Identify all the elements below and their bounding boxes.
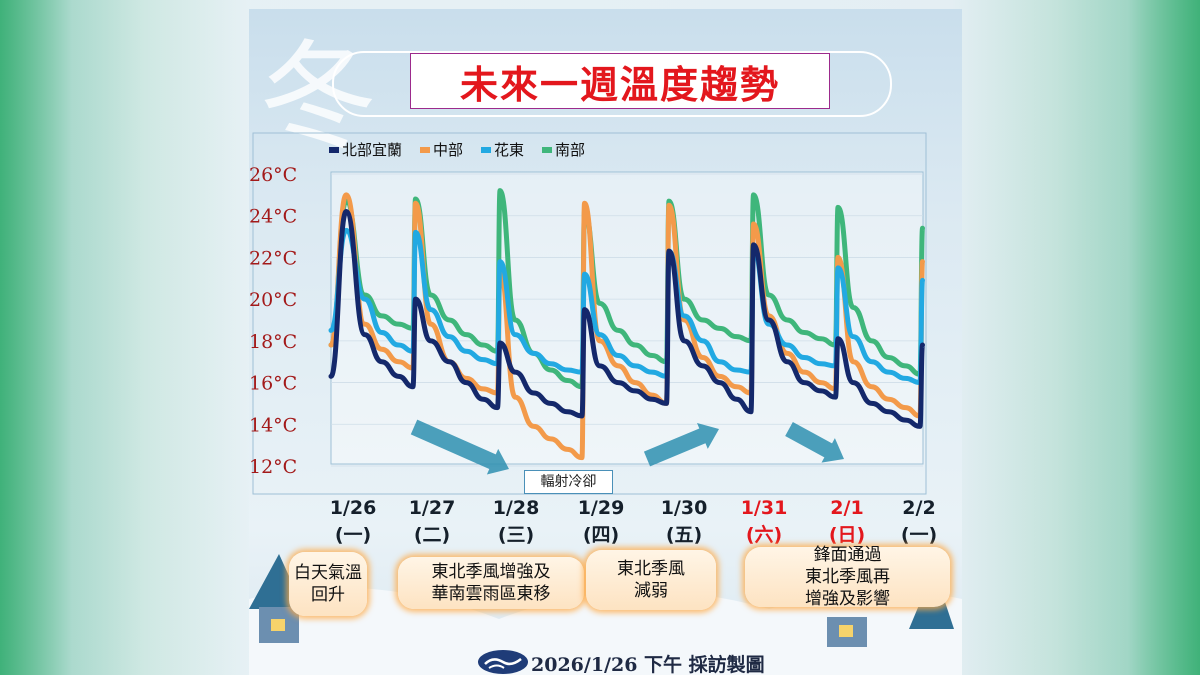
date-text: 1/30 [660,497,708,519]
note-line: 鋒面通過 [813,545,882,565]
date-label: 1/26 (一) [318,495,388,549]
date-label: 1/29 (四) [566,495,636,549]
legend-swatch [481,146,492,153]
weekday-text: (一) [900,524,938,546]
note-line: 白天氣溫 [294,563,362,583]
legend-label: 南部 [555,141,586,159]
note-line: 回升 [311,585,345,605]
title-oval [332,51,892,117]
date-text: 1/27 [408,497,456,519]
legend-swatch [542,146,553,153]
y-tick-label: 20°C [249,289,297,311]
weekday-text: (三) [497,524,535,546]
date-label: 1/30 (五) [649,495,719,549]
date-text: 2/1 [830,497,864,519]
legend-item-south: 南部 [542,139,585,160]
date-label-weekend: 2/1 (日) [812,495,882,549]
trend-arrows [410,419,844,475]
note-line: 東北季風 [617,559,685,579]
note-line: 增強及影響 [805,589,890,609]
trend-arrow-shape [643,422,719,467]
weather-note: 鋒面通過 東北季風再 增強及影響 [745,545,950,609]
trend-arrow-shape [785,421,844,463]
cloud-logo-icon [478,650,528,674]
trend-arrow [785,421,844,463]
snowy-scene-decoration [249,554,962,675]
y-tick-label: 22°C [249,247,297,269]
chart-frame [252,132,927,495]
weekday-text: (五) [665,524,703,546]
weekday-text: (二) [413,524,451,546]
legend-label: 中部 [433,141,464,159]
right-backdrop [952,0,1200,675]
date-text: 1/29 [577,497,625,519]
date-label: 1/27 (二) [397,495,467,549]
house-window [839,625,853,637]
y-tick-label: 26°C [249,164,297,186]
title-box: 未來一週溫度趨勢 [410,53,830,109]
date-label: 2/2 (一) [884,495,954,549]
radiation-cooling-label: 輻射冷卻 [524,470,613,494]
trend-arrow-shape [410,419,509,475]
house-window [271,619,285,631]
y-tick-label: 18°C [249,331,297,353]
footer-credit: 2026/1/26 下午 採訪製圖 [531,654,765,675]
y-tick-label: 14°C [249,414,297,436]
series-line-0 [328,209,925,429]
left-backdrop [0,0,248,675]
legend-item-central: 中部 [420,139,463,160]
date-text: 1/26 [329,497,377,519]
legend-item-north: 北部宜蘭 [329,139,402,160]
legend-label: 北部宜蘭 [342,141,403,159]
weekday-text: (六) [745,524,783,546]
chart-legend: 北部宜蘭 中部 花東 南部 [329,139,585,160]
date-text: 1/28 [492,497,540,519]
y-tick-label: 12°C [249,456,297,478]
weekday-text: (一) [334,524,372,546]
series-lines [328,188,925,461]
weather-note: 東北季風增強及 華南雲雨區東移 [398,557,584,609]
y-tick-label: 24°C [249,206,297,228]
note-line: 華南雲雨區東移 [431,584,551,604]
y-tick-label: 16°C [249,373,297,395]
legend-swatch [329,146,339,153]
trend-arrow [643,422,719,467]
legend-label: 花東 [494,141,525,159]
legend-item-east: 花東 [481,139,524,160]
weather-note: 東北季風 減弱 [586,550,716,610]
y-axis-ticks: 26°C 24°C 22°C 20°C 18°C 16°C 14°C 12°C [249,164,297,478]
date-label-weekend: 1/31 (六) [729,495,799,549]
date-text: 1/31 [740,497,788,519]
weekday-text: (日) [828,524,866,546]
trend-arrow [410,419,509,475]
temperature-chart: 26°C 24°C 22°C 20°C 18°C 16°C 14°C 12°C [249,132,962,675]
weekday-text: (四) [582,524,620,546]
date-label: 1/28 (三) [481,495,551,549]
page-title: 未來一週溫度趨勢 [459,62,780,107]
legend-swatch [420,146,431,153]
note-line: 東北季風增強及 [431,562,551,582]
note-line: 東北季風再 [805,567,890,587]
infographic-card: 冬 未來一週溫度趨勢 26°C 24°C 22°C 20°C 18°C 16°C 14°C 1… [249,9,962,675]
date-text: 2/2 [902,497,936,519]
note-line: 減弱 [634,581,668,601]
weather-note: 白天氣溫 回升 [289,552,367,616]
snow-hill [249,587,962,675]
